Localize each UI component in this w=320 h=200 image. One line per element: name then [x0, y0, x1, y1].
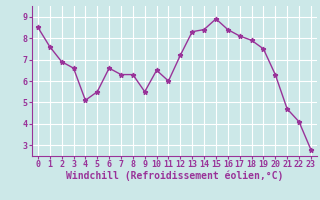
- X-axis label: Windchill (Refroidissement éolien,°C): Windchill (Refroidissement éolien,°C): [66, 171, 283, 181]
